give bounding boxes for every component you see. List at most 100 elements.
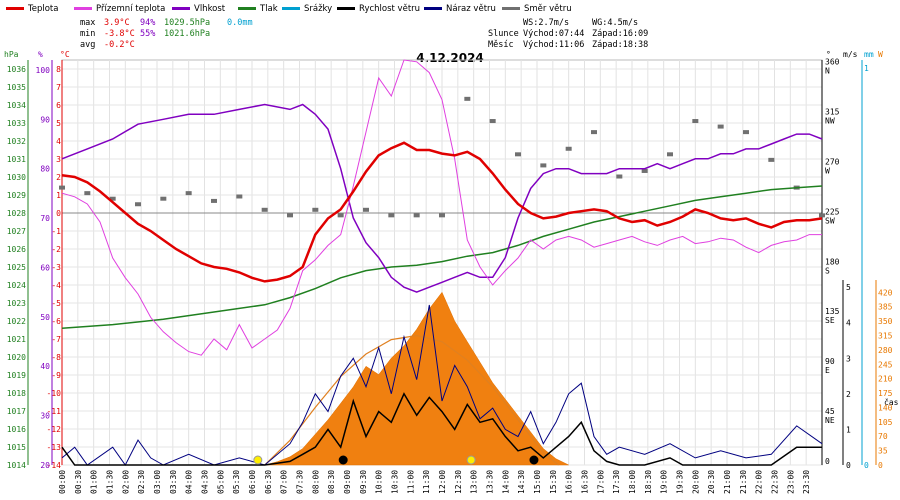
x-tick-label: 17:00 [596,470,605,494]
direction-compass-label: E [825,366,830,375]
humidity-tick-label: 30 [40,412,50,421]
temp-tick-label: -13 [47,443,62,452]
pressure-tick-label: 1031 [7,155,26,164]
x-tick-label: 13:00 [470,470,479,494]
temp-tick-label: -9 [51,371,61,380]
solar-tick-label: 140 [878,403,893,412]
humidity-tick-label: 40 [40,362,50,371]
direction-compass-label: NE [825,416,835,425]
x-tick-label: 04:00 [185,470,194,494]
x-tick-label: 21:00 [723,470,732,494]
wind-direction-point [616,174,623,179]
wind-direction-point [439,213,445,218]
x-tick-label: 13:30 [486,470,495,494]
legend-item-temperature: Teplota [6,4,58,14]
stat-min-label: min [80,29,95,39]
x-tick-label: 02:00 [121,470,130,494]
x-tick-label: 01:30 [106,470,115,494]
wind-direction-point [59,185,65,190]
x-tick-label: 16:00 [565,470,574,494]
direction-compass-label: SE [825,316,835,325]
legend-item-wind-gust: Náraz větru [424,4,496,14]
temp-tick-label: -10 [47,389,62,398]
x-tick-label: 20:30 [707,470,716,494]
wind-direction-point [312,207,319,212]
x-tick-label: 05:00 [216,470,225,494]
solar-tick-label: 315 [878,332,893,341]
pressure-line [61,185,823,329]
moonrise-marker [338,455,348,465]
direction-compass-label: NW [825,116,835,125]
info-sunrise: Východ:07:44 [523,29,584,39]
x-tick-label: 21:30 [739,470,748,494]
pressure-tick-label: 1034 [7,101,26,110]
humidity-tick-label: 90 [40,115,50,124]
pressure-tick-label: 1015 [7,443,26,452]
x-tick-label: 19:00 [660,470,669,494]
wind-direction-point [565,146,572,151]
x-tick-label: 18:30 [644,470,653,494]
pressure-tick-label: 1026 [7,245,26,254]
x-tick-label: 05:30 [232,470,241,494]
direction-tick-label: 0 [825,457,830,466]
pressure-tick-label: 1019 [7,371,26,380]
humidity-tick-label: 60 [40,263,50,272]
axis-ticks: 00:00 00:30 01:00 01:30 02:00 02:30 03:00 03:30… [7,58,893,494]
info-moonset: Západ:18:38 [592,40,648,50]
unit-temp: °C [60,50,70,59]
solar-tick-label: 280 [878,346,893,355]
stat-max-temp: 3.9°C [104,18,130,28]
temp-tick-label: -8 [51,353,61,362]
pressure-tick-label: 1016 [7,425,26,434]
temp-tick-label: -14 [47,461,62,470]
direction-tick-label: 315 [825,107,840,116]
wind-tick-label: 5 [846,283,851,292]
stats-block: max 3.9°C 94% 1029.5hPa 0.0mm min -3.8°C… [80,18,253,50]
temp-tick-label: -3 [51,263,61,272]
solar-tick-label: 0 [878,461,883,470]
humidity-tick-label: 20 [40,461,50,470]
wind-direction-point [185,191,192,196]
unit-wind: m/s [843,50,858,59]
pressure-tick-label: 1017 [7,407,26,416]
solar-tick-label: 105 [878,418,893,427]
stat-max-hum: 94% [140,18,155,28]
temp-tick-label: -6 [51,317,61,326]
legend-item-pressure: Tlak [238,4,278,14]
pressure-tick-label: 1022 [7,317,26,326]
temp-tick-label: 5 [56,119,61,128]
wind-tick-label: 4 [846,319,851,328]
x-tick-label: 16:30 [581,470,590,494]
wind-direction-point [540,163,547,168]
x-tick-label: 07:00 [280,470,289,494]
svg-text:Náraz větru: Náraz větru [446,4,496,14]
temp-tick-label: 8 [56,65,61,74]
pressure-tick-label: 1035 [7,83,26,92]
x-tick-label: 06:30 [264,470,273,494]
x-tick-label: 03:30 [169,470,178,494]
x-tick-label: 22:00 [755,470,764,494]
info-wg: WG:4.5m/s [592,18,638,28]
unit-pressure: hPa [4,50,19,59]
pressure-tick-label: 1027 [7,227,26,236]
svg-text:Směr větru: Směr větru [524,4,572,14]
direction-tick-label: 45 [825,407,835,416]
solar-tick-label: 385 [878,303,893,312]
wind-direction-point [160,196,167,201]
temp-tick-label: 2 [56,173,61,182]
pressure-tick-label: 1025 [7,263,26,272]
x-tick-label: 10:30 [391,470,400,494]
direction-tick-label: 90 [825,357,835,366]
x-tick-label: 06:00 [248,470,257,494]
stat-min-hum: 55% [140,29,155,39]
info-sunset: Západ:16:09 [592,29,648,39]
x-tick-label: 15:30 [549,470,558,494]
temp-tick-label: -2 [51,245,61,254]
humidity-tick-label: 100 [36,66,51,75]
direction-compass-label: N [825,67,830,76]
x-tick-label: 23:00 [786,470,795,494]
x-tick-label: 09:30 [359,470,368,494]
legend: Teplota Přízemní teplota Vlhkost Tlak Sr… [6,4,572,14]
stat-min-temp: -3.8°C [104,29,135,39]
